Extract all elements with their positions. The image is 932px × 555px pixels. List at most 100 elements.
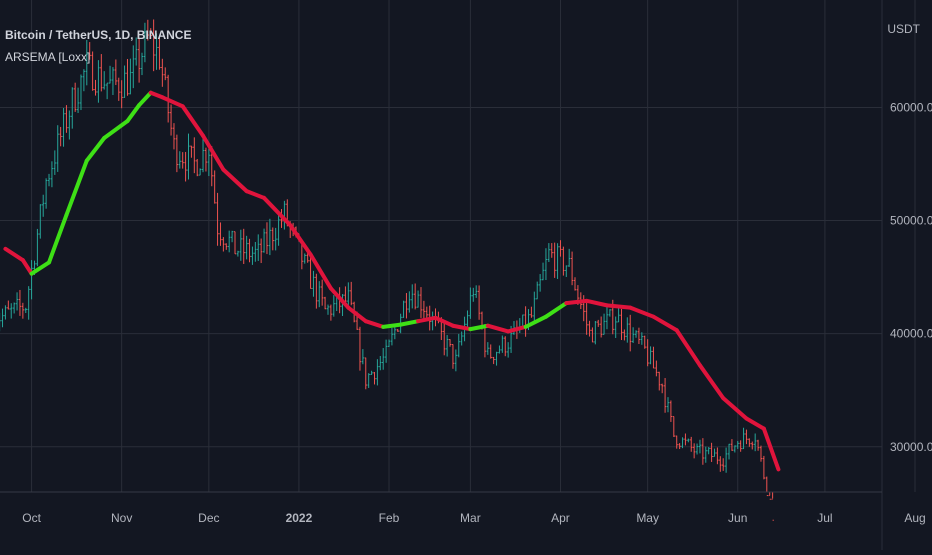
candle <box>585 302 588 335</box>
candle <box>530 306 533 318</box>
candle <box>323 296 327 310</box>
candle <box>460 331 463 346</box>
x-tick-label: Aug <box>904 511 925 525</box>
candle <box>56 125 59 172</box>
arsema-segment <box>564 298 589 306</box>
candle <box>550 243 553 258</box>
candle <box>495 351 498 366</box>
arsema-line <box>3 90 781 472</box>
arsema-segment <box>125 103 142 124</box>
candle <box>257 234 260 261</box>
candle <box>483 324 487 358</box>
x-tick-label: May <box>636 511 659 525</box>
candle <box>79 74 83 111</box>
candle <box>143 22 147 63</box>
candle <box>416 290 420 308</box>
arsema-segment <box>244 189 267 200</box>
candle <box>326 304 330 315</box>
candle <box>10 303 13 319</box>
candle <box>768 492 771 500</box>
candle <box>85 39 88 86</box>
candle <box>315 273 318 309</box>
arsema-segment <box>604 303 633 310</box>
candle <box>469 287 472 319</box>
candle <box>640 332 644 345</box>
candle <box>4 305 7 320</box>
candle <box>201 137 205 173</box>
candle <box>524 306 527 337</box>
candle <box>0 312 1 332</box>
arsema-segment <box>697 363 726 401</box>
candle <box>643 335 646 349</box>
candle <box>602 313 606 335</box>
candle <box>567 248 571 267</box>
arsema-segment <box>288 223 313 257</box>
arsema-segment <box>398 319 421 327</box>
candle <box>608 309 612 317</box>
arsema-segment <box>3 246 25 263</box>
candle <box>623 329 626 341</box>
candle <box>660 383 664 394</box>
candle <box>15 292 19 311</box>
arsema-segment <box>416 315 438 324</box>
candle <box>364 357 367 390</box>
arsema-segment <box>180 104 206 138</box>
candle <box>103 71 106 90</box>
candle <box>100 54 103 92</box>
candle <box>332 295 336 317</box>
y-tick-label: 40000.00 <box>890 327 932 341</box>
candle <box>701 438 705 465</box>
candle <box>536 281 539 300</box>
arsema-segment <box>506 324 528 334</box>
arsema-segment <box>450 323 473 332</box>
arsema-segment <box>628 305 656 319</box>
candle <box>393 325 397 340</box>
candle <box>457 333 460 358</box>
candle <box>582 295 585 322</box>
candle <box>547 243 551 263</box>
candle <box>117 77 120 101</box>
arsema-segment <box>148 90 165 100</box>
candle <box>762 455 766 480</box>
indicator-label[interactable]: ARSEMA [Loxx] <box>5 50 91 64</box>
candle <box>518 318 521 333</box>
candle <box>486 342 490 355</box>
candle <box>227 230 231 253</box>
candle <box>50 161 54 188</box>
candle <box>376 359 379 386</box>
candle <box>733 445 737 453</box>
x-tick-label: Jul <box>817 511 832 525</box>
candle <box>97 60 100 103</box>
x-tick-label: Nov <box>111 511 132 525</box>
chart-legend: Bitcoin / TetherUS, 1D, BINANCE ARSEMA [… <box>5 24 191 68</box>
candle <box>158 37 161 70</box>
candle <box>222 237 225 252</box>
candle <box>655 360 658 377</box>
candle <box>175 134 179 173</box>
candle <box>120 80 123 109</box>
arsema-segment <box>262 195 293 228</box>
arsema-segment <box>47 212 69 265</box>
arsema-segment <box>346 305 368 324</box>
symbol-title[interactable]: Bitcoin / TetherUS, 1D, BINANCE <box>5 28 192 42</box>
candle <box>169 104 173 136</box>
candle <box>358 326 362 371</box>
candle <box>164 67 167 81</box>
candle <box>605 305 609 330</box>
candle <box>431 311 434 331</box>
candle <box>161 58 164 87</box>
candle <box>419 287 423 318</box>
candle <box>684 433 687 446</box>
candle <box>411 284 414 309</box>
x-tick-label: Dec <box>198 511 219 525</box>
candle <box>62 107 65 147</box>
candle <box>233 231 237 255</box>
candle <box>742 427 745 450</box>
arsema-segment <box>363 319 386 329</box>
candle <box>390 327 394 346</box>
candle <box>225 243 228 250</box>
candle <box>76 87 80 113</box>
candle <box>347 282 350 309</box>
